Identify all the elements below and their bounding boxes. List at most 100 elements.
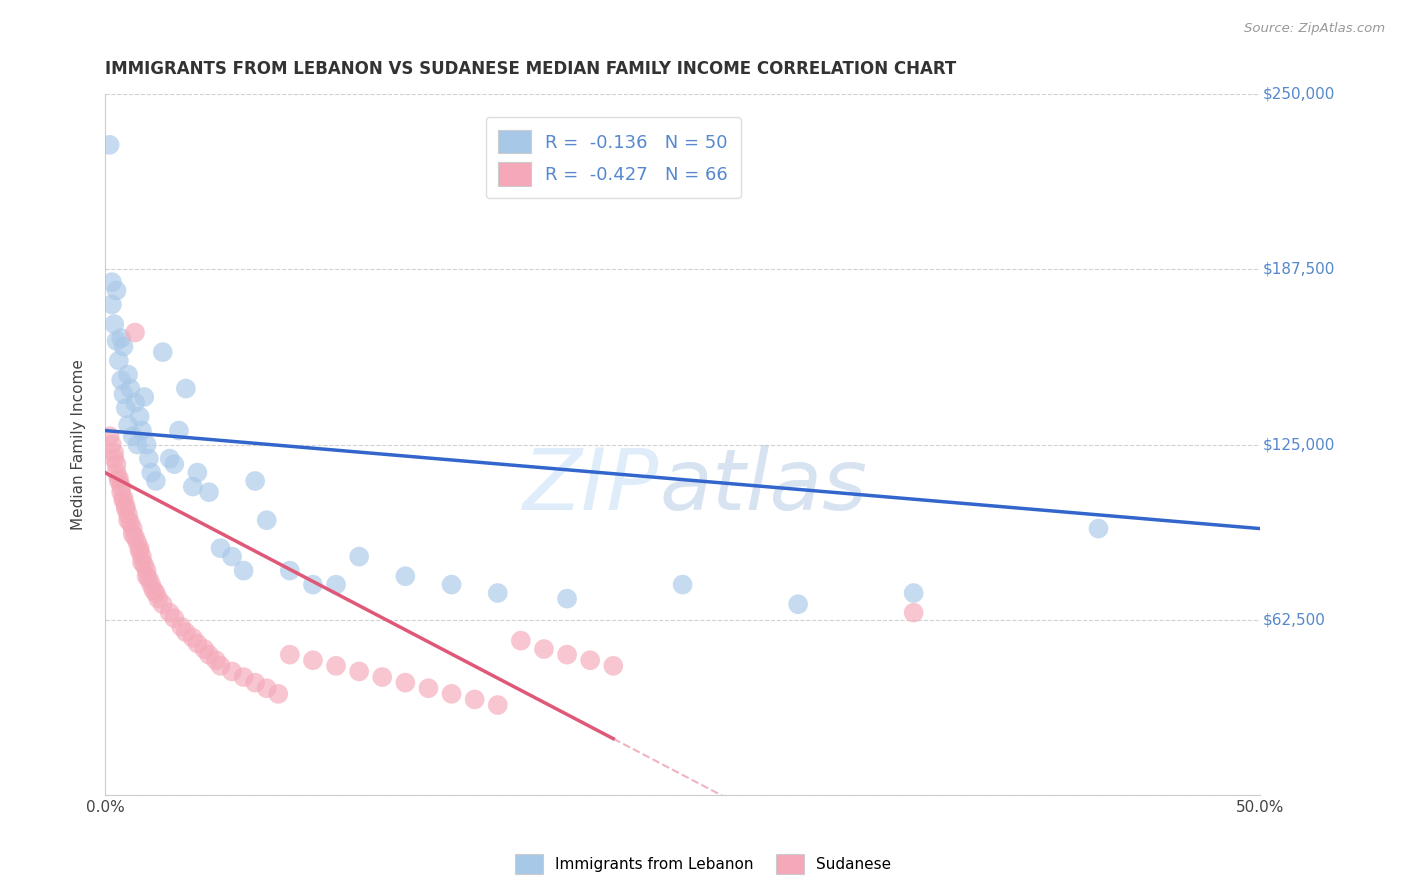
Point: [135, 569, 157, 583]
Text: IMMIGRANTS FROM LEBANON VS SUDANESE MEDIAN FAMILY INCOME CORRELATION CHART: IMMIGRANTS FROM LEBANON VS SUDANESE MEDI…: [105, 60, 956, 78]
Point: [110, 485, 132, 500]
Point: [174, 382, 197, 396]
Point: [486, 698, 509, 712]
Point: [117, 508, 139, 522]
Point: [278, 564, 301, 578]
Point: [221, 665, 243, 679]
Point: [555, 648, 578, 662]
Point: [105, 284, 128, 298]
Point: [256, 681, 278, 696]
Point: [121, 429, 143, 443]
Point: [325, 577, 347, 591]
Point: [103, 446, 125, 460]
Point: [533, 642, 555, 657]
Point: [486, 586, 509, 600]
Point: [440, 687, 463, 701]
Point: [112, 387, 135, 401]
Point: [205, 653, 228, 667]
Point: [145, 586, 167, 600]
Point: [579, 653, 602, 667]
Legend: R =  -0.136   N = 50, R =  -0.427   N = 66: R = -0.136 N = 50, R = -0.427 N = 66: [486, 118, 741, 198]
Point: [103, 451, 125, 466]
Point: [117, 417, 139, 432]
Point: [256, 513, 278, 527]
Point: [117, 368, 139, 382]
Point: [110, 331, 132, 345]
Point: [105, 457, 128, 471]
Point: [112, 493, 135, 508]
Point: [112, 491, 135, 505]
Point: [108, 353, 131, 368]
Point: [903, 586, 925, 600]
Text: atlas: atlas: [659, 445, 868, 528]
Point: [124, 395, 146, 409]
Point: [174, 625, 197, 640]
Point: [110, 373, 132, 387]
Point: [221, 549, 243, 564]
Point: [117, 513, 139, 527]
Point: [181, 479, 204, 493]
Point: [181, 631, 204, 645]
Point: [302, 577, 325, 591]
Point: [112, 339, 135, 353]
Point: [105, 334, 128, 348]
Point: [120, 516, 142, 530]
Point: [127, 437, 149, 451]
Text: Source: ZipAtlas.com: Source: ZipAtlas.com: [1244, 22, 1385, 36]
Point: [138, 572, 160, 586]
Point: [163, 611, 186, 625]
Legend: Immigrants from Lebanon, Sudanese: Immigrants from Lebanon, Sudanese: [509, 848, 897, 880]
Point: [418, 681, 440, 696]
Point: [114, 499, 136, 513]
Point: [159, 606, 181, 620]
Point: [163, 457, 186, 471]
Y-axis label: Median Family Income: Median Family Income: [72, 359, 86, 530]
Point: [121, 527, 143, 541]
Point: [152, 597, 174, 611]
Point: [128, 544, 150, 558]
Point: [128, 409, 150, 424]
Point: [186, 466, 208, 480]
Point: [464, 692, 486, 706]
Point: [142, 583, 165, 598]
Text: $125,000: $125,000: [1263, 437, 1334, 452]
Point: [602, 658, 624, 673]
Point: [267, 687, 290, 701]
Point: [347, 665, 370, 679]
Point: [167, 424, 190, 438]
Point: [103, 317, 125, 331]
Point: [152, 345, 174, 359]
Point: [101, 437, 124, 451]
Point: [114, 401, 136, 416]
Point: [186, 636, 208, 650]
Point: [198, 485, 221, 500]
Point: [232, 670, 254, 684]
Point: [131, 555, 153, 569]
Point: [101, 275, 124, 289]
Point: [105, 466, 128, 480]
Point: [1087, 522, 1109, 536]
Point: [278, 648, 301, 662]
Point: [209, 658, 232, 673]
Point: [131, 549, 153, 564]
Point: [138, 451, 160, 466]
Point: [903, 606, 925, 620]
Point: [145, 474, 167, 488]
Point: [101, 297, 124, 311]
Point: [124, 530, 146, 544]
Point: [671, 577, 693, 591]
Point: [128, 541, 150, 556]
Point: [243, 675, 266, 690]
Text: $250,000: $250,000: [1263, 87, 1334, 102]
Point: [159, 451, 181, 466]
Point: [131, 424, 153, 438]
Point: [135, 437, 157, 451]
Point: [209, 541, 232, 556]
Point: [121, 522, 143, 536]
Point: [170, 620, 193, 634]
Point: [141, 577, 163, 591]
Point: [440, 577, 463, 591]
Point: [134, 390, 156, 404]
Text: ZIP: ZIP: [523, 445, 659, 528]
Point: [108, 474, 131, 488]
